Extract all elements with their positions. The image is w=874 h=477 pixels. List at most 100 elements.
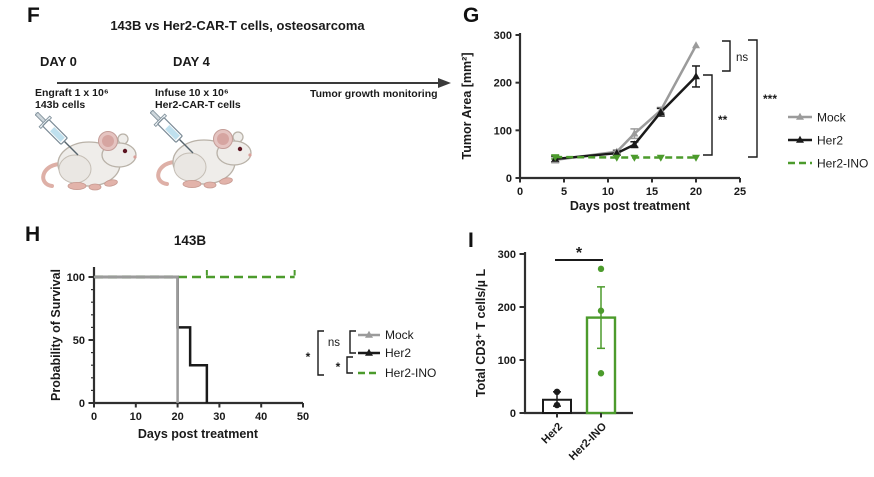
timeline-arrowhead: [438, 78, 451, 88]
series-marker: [612, 149, 621, 157]
data-point: [553, 401, 561, 409]
series-marker: [656, 108, 665, 116]
syringe-liquid: [50, 127, 65, 142]
legend-label-her2: Her2: [817, 134, 843, 148]
y-tick-label: 0: [510, 408, 516, 420]
legend-label-mock: Mock: [385, 328, 415, 342]
day4-caption-line1: Infuse 10 x 10⁶: [155, 87, 229, 99]
bracket-her2-ino: [346, 356, 353, 374]
y-tick-label: 50: [73, 335, 85, 347]
day4-caption-line2: Her2-CAR-T cells: [155, 98, 241, 111]
panel-g: 0 100 200 300 0 5 10 15 20 25 Tumor Area [mm²] Days…: [455, 0, 874, 215]
axes: [92, 267, 303, 405]
x-tick-label: 50: [297, 411, 309, 423]
mouse-eye: [122, 148, 128, 154]
day4-caption: Infuse 10 x 10⁶ Her2-CAR-T cells: [155, 87, 241, 111]
series-marker: [612, 154, 621, 162]
x-tick-label: 5: [561, 186, 567, 198]
series-marker: [692, 72, 700, 80]
significance-label: ns: [736, 52, 748, 64]
bracket-mock-her2: [349, 330, 356, 354]
syringe-needle: [179, 139, 194, 154]
x-tick-label-her2: Her2: [539, 421, 565, 447]
series-marker: [630, 140, 639, 148]
y-tick-label: 100: [498, 355, 516, 367]
x-tick-label-her2-ino: Her2-INO: [567, 420, 610, 463]
survival-curve-her2: [94, 275, 209, 403]
series-marker: [656, 154, 665, 162]
legend-label-her2-ino: Her2-INO: [817, 157, 868, 171]
data-point: [597, 307, 605, 314]
x-tick-label: 0: [91, 411, 97, 423]
syringe-icon: [150, 110, 194, 154]
x-tick-label: 0: [517, 186, 523, 198]
survival-curve-mock: [94, 275, 179, 403]
panel-i: 0 100 200 300 Total CD3⁺ T cells/µ L Her2 Her2…: [455, 225, 685, 477]
x-tick-label: 20: [690, 186, 702, 198]
y-tick-label: 300: [494, 30, 512, 42]
mouse-foot: [88, 183, 102, 191]
panel-h-label: H: [25, 223, 41, 246]
legend-label-her2-ino: Her2-INO: [385, 366, 436, 380]
panel-g-label: G: [463, 4, 480, 27]
day0-caption-line1: Engraft 1 x 10⁶: [35, 87, 109, 99]
x-tick-label: 40: [255, 411, 267, 423]
tcell-count-chart: 0 100 200 300 Total CD3⁺ T cells/µ L Her2 Her2…: [474, 245, 633, 463]
series-marker: [365, 348, 373, 356]
panel-f: F 143B vs Her2-CAR-T cells, osteosarcoma…: [20, 4, 455, 204]
mouse-injection-illustration-day0: [35, 112, 137, 191]
syringe-liquid: [165, 125, 180, 140]
axes: [523, 252, 633, 415]
x-tick-label: 20: [171, 411, 183, 423]
series-marker: [796, 112, 804, 120]
timeline-day0-label: DAY 0: [40, 54, 77, 69]
significance-label: **: [718, 113, 728, 127]
x-tick-label: 25: [734, 186, 746, 198]
series-marker: [365, 330, 373, 338]
y-tick-label: 100: [67, 272, 85, 284]
mouse-foot: [67, 182, 87, 191]
significance-label: ns: [328, 337, 340, 349]
data-point: [553, 388, 561, 395]
x-tick-label: 10: [602, 186, 614, 198]
x-axis-label: Days post treatment: [138, 427, 259, 441]
series-line-her2: [555, 75, 697, 161]
panel-f-label: F: [27, 4, 40, 27]
survival-chart: 143B 0 50 100 0 10 20 30 40 50 Probability of Surv…: [49, 233, 436, 441]
series-marker: [796, 135, 804, 143]
syringe-icon: [35, 112, 79, 156]
tumor-growth-chart: 0 100 200 300 0 5 10 15 20 25 Tumor Area [mm²] Days…: [460, 30, 868, 213]
mouse-tail: [156, 160, 176, 186]
x-tick-label: 15: [646, 186, 658, 198]
mouse-injection-illustration-day4: [150, 110, 252, 189]
timeline-day4-label: DAY 4: [173, 54, 210, 69]
y-axis-label: Tumor Area [mm²]: [460, 53, 474, 160]
series-marker: [692, 41, 700, 49]
significance-label: *: [576, 245, 583, 262]
series-line-mock: [555, 44, 698, 162]
y-tick-label: 0: [79, 398, 85, 410]
bracket-mock-ino: [748, 39, 758, 158]
mouse-tail: [41, 162, 61, 188]
significance-label: *: [336, 360, 341, 374]
mouse-ear-inner: [217, 133, 229, 145]
y-tick-label: 0: [506, 173, 512, 185]
day0-caption: Engraft 1 x 10⁶ 143b cells: [35, 87, 109, 111]
mouse-foot: [203, 181, 217, 189]
significance-label: ***: [763, 92, 777, 106]
mouse-foot: [219, 177, 233, 185]
mouse-foot: [104, 179, 118, 187]
mouse-nose: [248, 153, 252, 157]
panel-h: 143B 0 50 100 0 10 20 30 40 50 Probability of Surv…: [0, 215, 460, 477]
x-axis-label: Days post treatment: [570, 199, 691, 213]
day0-caption-line2: 143b cells: [35, 98, 86, 111]
y-tick-label: 300: [498, 249, 516, 261]
series-marker: [630, 129, 639, 137]
mouse-haunch: [58, 154, 92, 184]
chart-title: 143B: [174, 233, 207, 248]
timeline-arrow: [57, 78, 451, 88]
y-axis-label: Total CD3⁺ T cells/µ L: [474, 269, 488, 398]
series-marker: [692, 154, 700, 162]
significance-label: *: [306, 350, 311, 364]
